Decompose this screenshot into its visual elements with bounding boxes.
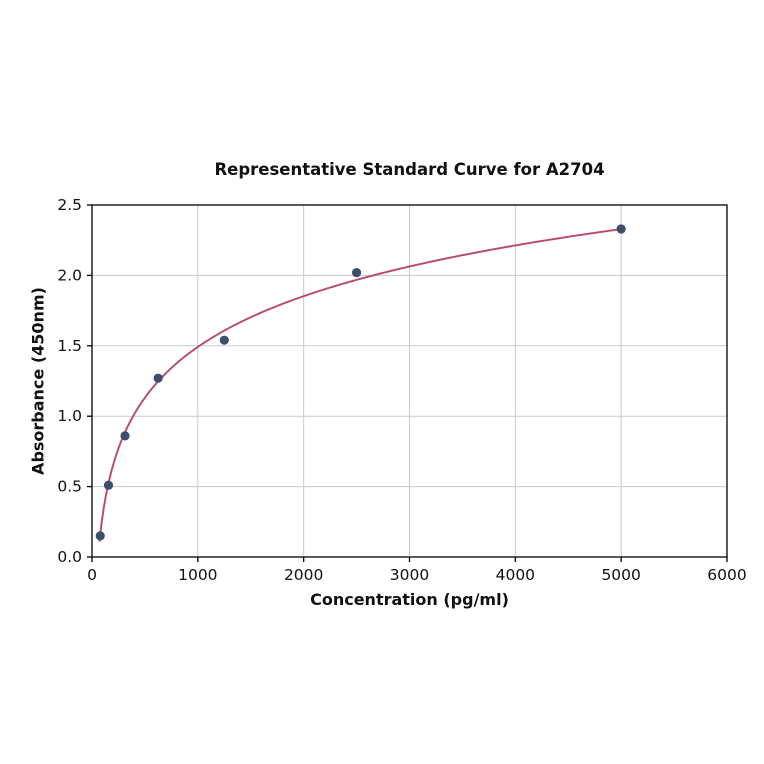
y-tick-label: 0.5 <box>57 478 82 496</box>
data-point <box>219 335 229 345</box>
data-points <box>95 224 626 541</box>
x-tick-label: 1000 <box>178 566 217 584</box>
chart-title: Representative Standard Curve for A2704 <box>214 160 605 179</box>
x-tick-label: 3000 <box>390 566 429 584</box>
data-point <box>153 373 163 383</box>
x-tick-label: 6000 <box>707 566 746 584</box>
fit-curve <box>98 228 622 542</box>
data-point <box>120 431 130 441</box>
gridlines <box>91 204 728 558</box>
y-tick-label: 2.5 <box>57 196 82 214</box>
y-axis-label: Absorbance (450nm) <box>28 287 48 475</box>
data-point <box>351 267 362 278</box>
y-tick-label: 1.0 <box>57 407 82 425</box>
y-tick-label: 1.5 <box>57 337 82 355</box>
y-tick-label: 2.0 <box>57 266 82 284</box>
x-tick-label: 0 <box>87 566 97 584</box>
data-point <box>616 224 626 234</box>
data-point <box>95 531 105 541</box>
x-axis-label: Concentration (pg/ml) <box>310 590 509 609</box>
x-tick-label: 2000 <box>284 566 323 584</box>
y-tick-label: 0.0 <box>57 548 82 566</box>
data-point <box>103 480 114 490</box>
x-tick-label: 4000 <box>496 566 535 584</box>
x-tick-label: 5000 <box>601 566 640 584</box>
axis-ticks: 0 1000 2000 3000 4000 5000 6000 0.0 0.5 1.0 1.5 2.0… <box>57 196 746 584</box>
